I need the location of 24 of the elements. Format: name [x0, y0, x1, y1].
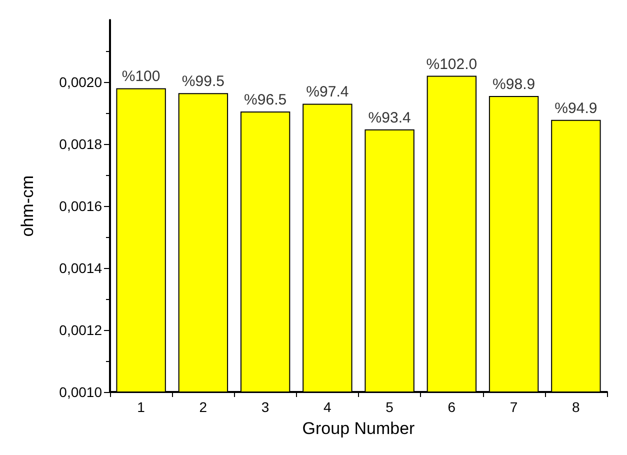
- x-tick-label: 3: [261, 399, 270, 415]
- x-tick-label: 2: [199, 399, 208, 415]
- x-tick-label: 7: [510, 399, 518, 415]
- annotation: %102.0: [426, 56, 478, 73]
- y-tick-label: 0,0020: [59, 74, 102, 90]
- x-tick-label: 6: [448, 399, 456, 415]
- x-tick-label: 4: [324, 399, 332, 415]
- y-tick-label: 0,0012: [59, 322, 102, 338]
- y-axis-title: ohm-cm: [18, 175, 37, 237]
- annotation: %94.9: [554, 100, 598, 117]
- annotation: %96.5: [244, 91, 287, 108]
- annotation: %98.9: [492, 76, 536, 93]
- x-tick-label: 1: [137, 399, 146, 415]
- annotation: %100: [122, 68, 160, 86]
- annotation: %93.4: [368, 109, 411, 126]
- annotation: %99.5: [182, 73, 224, 90]
- y-tick-label: 0,0014: [59, 260, 102, 276]
- x-tick-label: 5: [386, 399, 394, 415]
- y-tick-label: 0,0010: [59, 384, 102, 400]
- annotation: %97.4: [306, 84, 349, 101]
- x-tick-label: 8: [572, 399, 580, 415]
- y-tick-label: 0,0016: [59, 198, 102, 214]
- x-axis-title: Group Number: [302, 419, 416, 438]
- y-tick-label: 0,0018: [59, 136, 102, 152]
